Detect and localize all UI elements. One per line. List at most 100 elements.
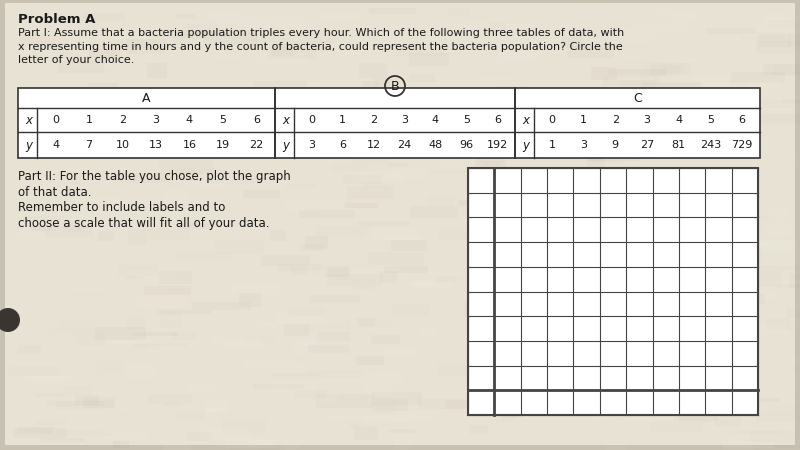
- Bar: [394, 441, 413, 450]
- Bar: [773, 445, 800, 450]
- Bar: [754, 271, 782, 286]
- Bar: [278, 130, 323, 135]
- Bar: [242, 37, 291, 42]
- Bar: [765, 224, 791, 236]
- Bar: [243, 190, 280, 198]
- Bar: [548, 329, 607, 333]
- Text: 4: 4: [52, 140, 59, 150]
- Bar: [442, 155, 462, 166]
- Bar: [168, 40, 215, 47]
- Bar: [572, 5, 622, 17]
- Bar: [501, 284, 525, 288]
- Bar: [756, 114, 800, 125]
- Text: 10: 10: [115, 140, 130, 150]
- Bar: [475, 386, 529, 388]
- Bar: [765, 15, 800, 24]
- Bar: [102, 431, 146, 439]
- Bar: [586, 149, 623, 158]
- Bar: [217, 123, 243, 127]
- Bar: [102, 44, 162, 48]
- Bar: [230, 445, 286, 450]
- Bar: [410, 134, 450, 146]
- Text: 3: 3: [401, 115, 408, 125]
- Bar: [438, 276, 457, 282]
- Bar: [279, 41, 334, 52]
- Bar: [49, 93, 82, 97]
- Bar: [493, 201, 518, 212]
- Bar: [414, 209, 470, 213]
- Bar: [537, 293, 552, 307]
- Bar: [526, 413, 581, 416]
- Bar: [640, 128, 691, 139]
- Bar: [688, 398, 704, 406]
- Text: 3: 3: [153, 115, 159, 125]
- Bar: [348, 232, 386, 238]
- Bar: [277, 117, 311, 126]
- Bar: [503, 241, 521, 248]
- Bar: [70, 56, 119, 64]
- Bar: [534, 322, 555, 333]
- Bar: [551, 59, 590, 70]
- Bar: [773, 63, 800, 76]
- Bar: [302, 277, 340, 282]
- Bar: [327, 372, 370, 383]
- Bar: [194, 168, 232, 179]
- Text: 3: 3: [643, 115, 650, 125]
- Bar: [290, 310, 326, 316]
- Bar: [226, 439, 277, 448]
- Bar: [473, 438, 509, 450]
- Text: Remember to include labels and to: Remember to include labels and to: [18, 201, 226, 214]
- Bar: [42, 441, 82, 445]
- Bar: [720, 111, 754, 122]
- Bar: [607, 69, 666, 76]
- Bar: [594, 164, 613, 174]
- Bar: [463, 250, 508, 261]
- Bar: [276, 311, 326, 324]
- Bar: [769, 405, 799, 415]
- Bar: [338, 152, 366, 158]
- Bar: [15, 120, 37, 125]
- Bar: [768, 209, 800, 219]
- Bar: [370, 372, 402, 385]
- Bar: [132, 344, 159, 350]
- Bar: [499, 400, 549, 405]
- Bar: [20, 34, 68, 45]
- Bar: [381, 61, 439, 72]
- Bar: [198, 137, 238, 148]
- Bar: [410, 206, 458, 218]
- Bar: [570, 119, 617, 131]
- Bar: [747, 122, 794, 126]
- Text: 6: 6: [494, 115, 501, 125]
- Bar: [230, 284, 282, 294]
- Bar: [545, 112, 589, 119]
- Bar: [113, 173, 173, 183]
- Bar: [278, 117, 324, 124]
- Bar: [58, 60, 104, 73]
- Bar: [721, 442, 774, 448]
- Bar: [570, 90, 598, 97]
- Bar: [680, 281, 721, 287]
- Text: Problem A: Problem A: [18, 13, 95, 26]
- Text: A: A: [142, 91, 150, 104]
- Bar: [603, 322, 638, 329]
- Bar: [742, 36, 787, 42]
- Text: 6: 6: [339, 140, 346, 150]
- Bar: [364, 384, 393, 396]
- Bar: [706, 125, 735, 138]
- Bar: [174, 252, 232, 260]
- Bar: [349, 423, 406, 428]
- Bar: [775, 241, 793, 249]
- Bar: [654, 333, 675, 339]
- Bar: [246, 440, 276, 445]
- Bar: [613, 33, 649, 36]
- Bar: [658, 102, 682, 108]
- Bar: [678, 337, 708, 341]
- Bar: [71, 287, 106, 291]
- Bar: [95, 50, 140, 62]
- Bar: [502, 193, 549, 199]
- Bar: [194, 81, 220, 96]
- Bar: [594, 86, 613, 95]
- Bar: [148, 394, 191, 404]
- Bar: [142, 138, 196, 142]
- Bar: [275, 88, 515, 158]
